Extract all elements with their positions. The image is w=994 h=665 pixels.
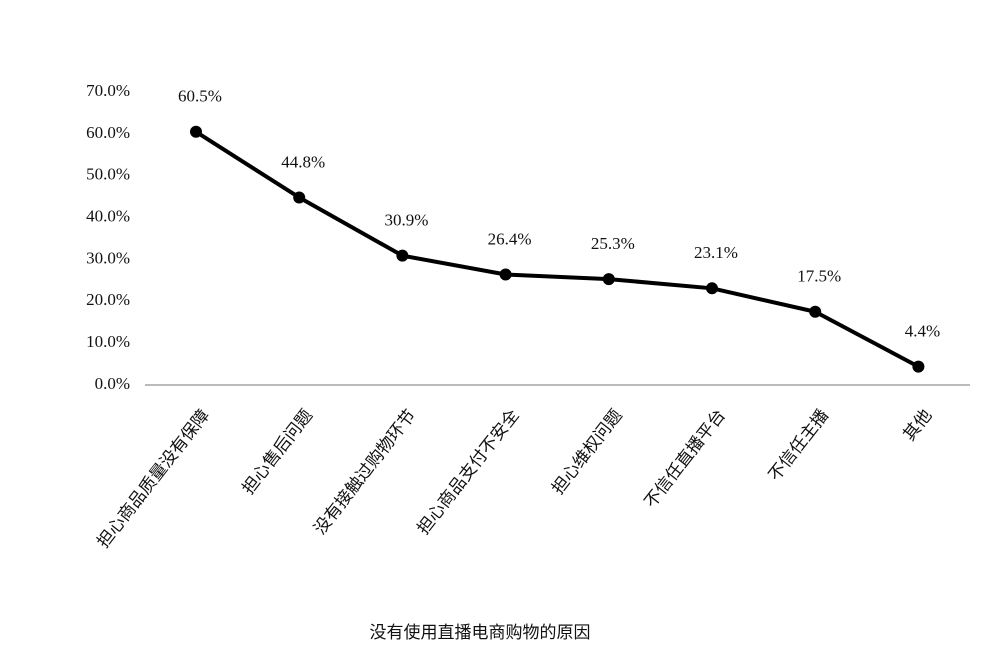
y-tick-label: 0.0% bbox=[95, 374, 130, 393]
x-tick-label: 担心售后问题 bbox=[239, 406, 318, 499]
point bbox=[602, 273, 615, 286]
data-label: 60.5% bbox=[178, 87, 222, 106]
data-label: 26.4% bbox=[488, 229, 532, 248]
x-tick-label: 不信任主播 bbox=[765, 406, 833, 485]
y-tick-label: 60.0% bbox=[86, 123, 130, 142]
point bbox=[396, 249, 409, 262]
point bbox=[499, 268, 512, 281]
point bbox=[190, 125, 202, 138]
y-tick-label: 30.0% bbox=[86, 248, 130, 267]
data-label: 30.9% bbox=[384, 211, 428, 230]
data-label: 17.5% bbox=[797, 267, 841, 286]
y-tick-label: 50.0% bbox=[86, 165, 130, 184]
point bbox=[293, 191, 306, 204]
x-tick-label: 其他 bbox=[900, 406, 937, 445]
x-tick-label: 担心商品质量没有保障 bbox=[93, 406, 213, 552]
x-tick-label: 担心商品支付不安全 bbox=[414, 406, 524, 539]
point bbox=[809, 305, 822, 318]
data-label: 44.8% bbox=[281, 152, 325, 171]
x-tick-label: 不信任直播平台 bbox=[641, 406, 730, 512]
line bbox=[194, 130, 920, 369]
x-axis-label: 没有使用直播电商购物的原因 bbox=[370, 622, 591, 643]
point bbox=[706, 282, 718, 295]
x-tick-label: 担心维权问题 bbox=[548, 406, 627, 499]
data-label: 23.1% bbox=[694, 243, 738, 262]
y-tick-label: 20.0% bbox=[86, 290, 130, 309]
data-label: 4.4% bbox=[905, 321, 940, 340]
data-label: 25.3% bbox=[591, 234, 635, 253]
point bbox=[912, 360, 925, 373]
y-tick-label: 10.0% bbox=[86, 332, 130, 351]
y-tick-label: 70.0% bbox=[86, 81, 130, 100]
x-tick-label: 没有接触过购物环节 bbox=[310, 406, 420, 539]
y-tick-label: 40.0% bbox=[86, 206, 130, 225]
